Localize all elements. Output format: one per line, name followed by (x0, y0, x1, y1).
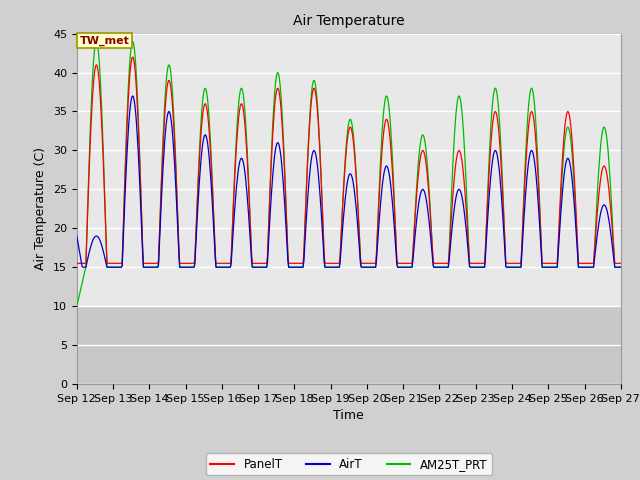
AM25T_PRT (93, 38, 100, 44)
AM25T_PRT (73, 303, 81, 309)
PanelT (73, 261, 81, 266)
AM25T_PRT (223, 264, 231, 270)
AirT (84, 257, 92, 263)
PanelT (83, 238, 90, 243)
AM25T_PRT (617, 264, 625, 270)
AirT (129, 93, 136, 99)
Bar (77, 34, 621, 306)
Title: Air Temperature: Air Temperature (293, 14, 404, 28)
AirT (617, 264, 625, 270)
PanelT (416, 160, 424, 166)
AM25T_PRT (431, 264, 439, 270)
AirT (417, 192, 424, 197)
AirT (433, 264, 440, 270)
PanelT (223, 261, 231, 266)
AirT (140, 264, 148, 270)
X-axis label: Time: Time (333, 409, 364, 422)
Text: TW_met: TW_met (79, 36, 129, 46)
Line: AirT: AirT (77, 96, 621, 267)
Line: PanelT: PanelT (77, 57, 621, 264)
AirT (224, 264, 232, 270)
AM25T_PRT (140, 264, 147, 270)
AM25T_PRT (83, 239, 90, 244)
PanelT (129, 54, 136, 60)
AirT (73, 233, 81, 239)
PanelT (617, 261, 625, 266)
AM25T_PRT (416, 147, 424, 153)
Y-axis label: Air Temperature (C): Air Temperature (C) (35, 147, 47, 270)
AirT (196, 179, 204, 184)
PanelT (195, 172, 202, 178)
PanelT (431, 261, 439, 266)
AM25T_PRT (195, 165, 202, 170)
AirT (79, 264, 86, 270)
PanelT (140, 261, 147, 266)
Legend: PanelT, AirT, AM25T_PRT: PanelT, AirT, AM25T_PRT (205, 453, 492, 475)
Line: AM25T_PRT: AM25T_PRT (77, 41, 621, 306)
